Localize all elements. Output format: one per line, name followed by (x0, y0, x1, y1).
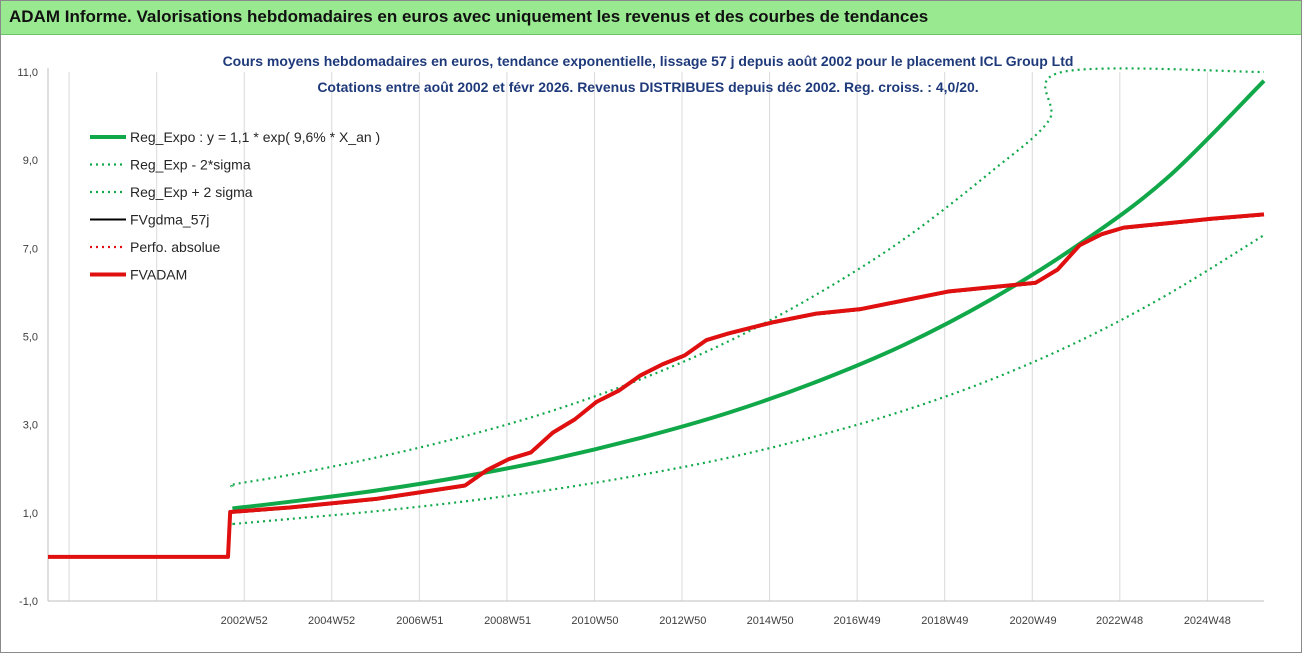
x-tick-label: 2002W52 (221, 615, 268, 627)
banner-title: ADAM Informe. Valorisations hebdomadaire… (9, 7, 929, 26)
chart-subtitle: Cotations entre août 2002 et févr 2026. … (317, 79, 978, 95)
legend-label: FVADAM (130, 267, 187, 283)
y-tick-label: 5,0 (23, 332, 38, 344)
y-tick-label: 7,0 (23, 243, 38, 255)
legend-label: Reg_Exp - 2*sigma (130, 157, 251, 173)
series-line (48, 214, 1265, 558)
legend-label: Perfo. absolue (130, 239, 220, 255)
y-tick-label: 3,0 (23, 420, 38, 432)
title-banner: ADAM Informe. Valorisations hebdomadaire… (1, 1, 1301, 35)
y-tick-label: 11,0 (17, 67, 38, 79)
legend-label: Reg_Expo : y = 1,1 * exp( 9,6% * X_an ) (130, 129, 380, 145)
series-line (228, 67, 1265, 488)
x-tick-label: 2010W50 (571, 615, 618, 627)
legend: Reg_Expo : y = 1,1 * exp( 9,6% * X_an ) R… (90, 129, 380, 283)
series-line (48, 214, 1265, 559)
x-tick-label: 2020W49 (1010, 615, 1057, 627)
x-tick-label: 2014W50 (747, 615, 794, 627)
legend-label: FVgdma_57j (130, 212, 209, 228)
x-tick-label: 2008W51 (484, 615, 531, 627)
x-tick-label: 2016W49 (834, 615, 881, 627)
x-tick-label: 2022W48 (1096, 615, 1143, 627)
series-layer (48, 67, 1266, 559)
series-line (48, 212, 1265, 559)
x-tick-label: 2004W52 (308, 615, 355, 627)
series-line (228, 234, 1265, 526)
x-tick-label: 2018W49 (921, 615, 968, 627)
chart-title: Cours moyens hebdomadaires en euros, ten… (223, 53, 1074, 69)
x-tick-label: 2012W50 (659, 615, 706, 627)
axis-layer: -1,0 1,0 3,0 5,0 7,0 9,0 11,0 2002W52 2004W52 200… (17, 67, 1264, 627)
y-tick-label: -1,0 (19, 596, 38, 608)
x-tick-label: 2024W48 (1184, 615, 1231, 627)
y-tick-label: 1,0 (23, 508, 38, 520)
series-line (232, 79, 1266, 511)
y-tick-label: 9,0 (23, 155, 38, 167)
grid-layer (68, 72, 1208, 601)
x-tick-label: 2006W51 (396, 615, 443, 627)
legend-label: Reg_Exp + 2 sigma (130, 184, 253, 200)
